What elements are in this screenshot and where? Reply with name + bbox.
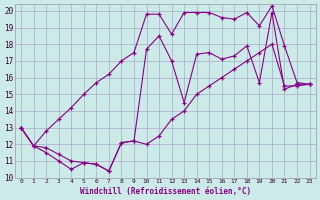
X-axis label: Windchill (Refroidissement éolien,°C): Windchill (Refroidissement éolien,°C) (80, 187, 251, 196)
